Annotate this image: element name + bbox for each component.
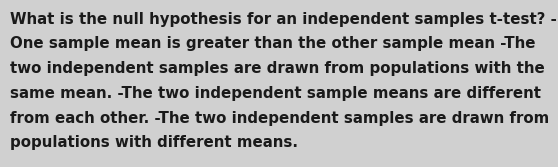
Text: One sample mean is greater than the other sample mean ‐The: One sample mean is greater than the othe…: [10, 36, 536, 51]
Text: from each other. ‐The two independent samples are drawn from: from each other. ‐The two independent sa…: [10, 111, 549, 126]
Text: two independent samples are drawn from populations with the: two independent samples are drawn from p…: [10, 61, 545, 76]
Text: populations with different means.: populations with different means.: [10, 135, 298, 150]
Text: What is the null hypothesis for an independent samples t-test? -: What is the null hypothesis for an indep…: [10, 12, 557, 27]
Text: same mean. ‐The two independent sample means are different: same mean. ‐The two independent sample m…: [10, 86, 541, 101]
